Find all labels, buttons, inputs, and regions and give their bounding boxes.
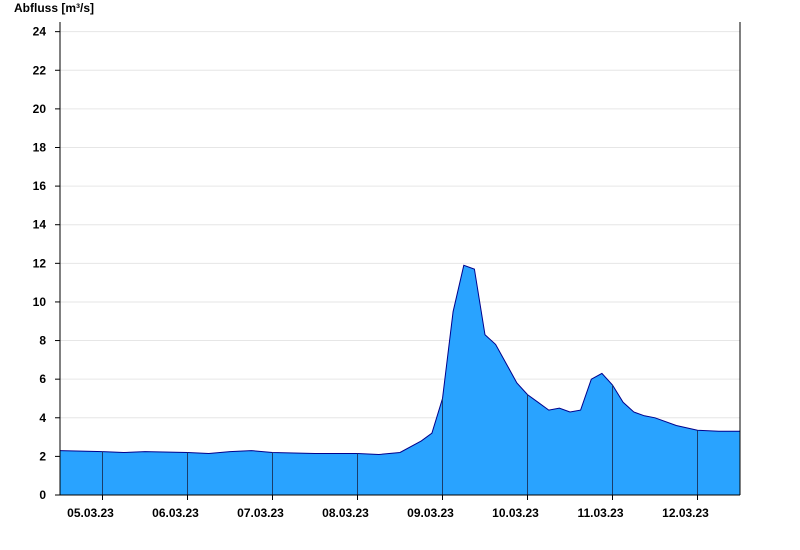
discharge-area [60, 265, 740, 495]
y-tick-label: 4 [39, 411, 46, 425]
y-tick-label: 20 [33, 102, 47, 116]
axis-layer [55, 22, 741, 500]
x-tick-label: 09.03.23 [407, 506, 454, 520]
x-tick-label: 06.03.23 [152, 506, 199, 520]
y-tick-label: 24 [33, 25, 47, 39]
x-tick-label: 05.03.23 [67, 506, 114, 520]
x-tick-label: 10.03.23 [492, 506, 539, 520]
x-tick-label: 08.03.23 [322, 506, 369, 520]
x-tick-label: 07.03.23 [237, 506, 284, 520]
y-tick-label: 12 [33, 256, 47, 270]
y-axis-label: Abfluss [m³/s] [14, 1, 95, 15]
day-divider-layer [102, 384, 698, 495]
area-layer [59, 264, 740, 495]
y-tick-label: 0 [39, 488, 46, 502]
discharge-line [59, 264, 740, 456]
y-tick-label: 10 [33, 295, 47, 309]
y-tick-label: 22 [33, 63, 47, 77]
y-tick-label: 2 [39, 449, 46, 463]
y-tick-label: 18 [33, 140, 47, 154]
y-tick-label: 8 [39, 334, 46, 348]
y-tick-label: 16 [33, 179, 47, 193]
x-tick-label: 12.03.23 [662, 506, 709, 520]
y-tick-label: 6 [39, 372, 46, 386]
x-tick-label: 11.03.23 [577, 506, 623, 520]
y-tick-label: 14 [33, 218, 47, 232]
grid-layer [60, 31, 740, 457]
